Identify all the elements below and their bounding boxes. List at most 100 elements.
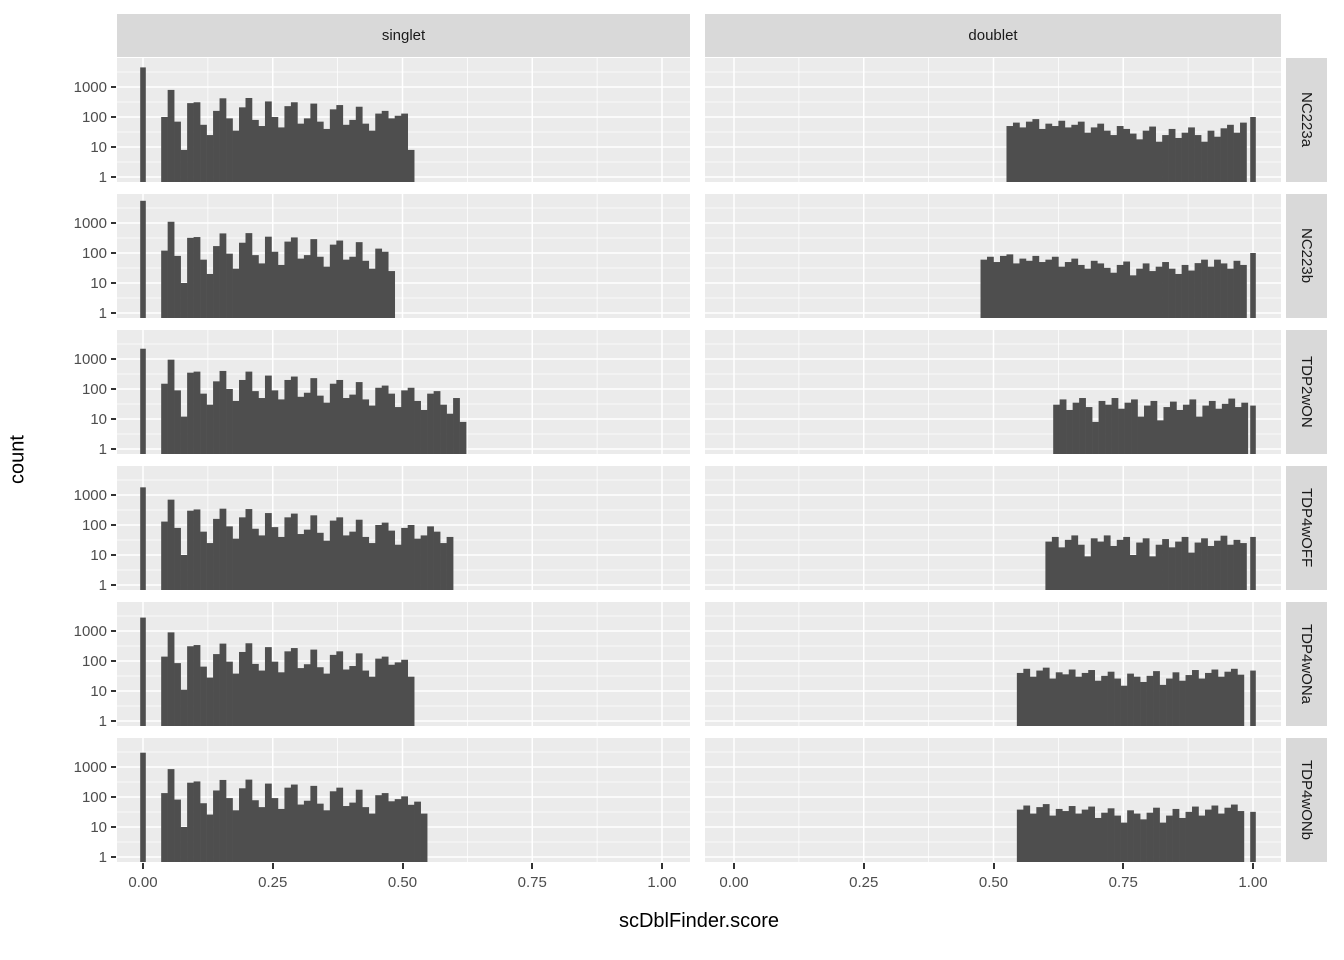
y-tick-mark [111, 584, 116, 586]
histogram-bar [355, 519, 363, 590]
histogram-bar [362, 123, 370, 182]
x-tick-mark [1252, 863, 1254, 869]
histogram-bar [381, 656, 389, 726]
histogram-bar [1107, 808, 1115, 862]
histogram-bar [1131, 399, 1138, 454]
x-tick-mark [142, 863, 144, 869]
histogram-bar [349, 802, 357, 862]
histogram-bar [1220, 263, 1228, 318]
histogram-bar [1129, 555, 1137, 590]
histogram-bar [290, 648, 298, 726]
histogram-bar [271, 661, 279, 726]
histogram-bar [1233, 539, 1241, 590]
histogram-bar [1110, 545, 1118, 590]
histogram-bar [290, 102, 298, 182]
histogram-bar [1204, 809, 1212, 862]
histogram-bar [1240, 122, 1247, 182]
histogram-bar [1217, 813, 1225, 862]
histogram-bar [174, 799, 181, 862]
row-facet-label: TDP4wOFF [1298, 488, 1315, 568]
histogram-bar [1064, 539, 1072, 590]
facet-panel-TDP4wOFF-doublet [705, 466, 1281, 590]
histogram-bar [362, 670, 370, 726]
histogram-bar [342, 669, 350, 726]
histogram-bar [375, 387, 383, 454]
histogram-bar [239, 651, 246, 726]
x-tick-mark [531, 863, 534, 869]
histogram-bar [303, 392, 311, 454]
histogram-bar [1032, 119, 1040, 182]
histogram-bar [303, 529, 311, 590]
row-facet-label: NC223a [1298, 92, 1315, 148]
histogram-bar [226, 389, 233, 454]
row-facet-label: TDP2wON [1298, 356, 1315, 428]
facet-panel-NC223b-singlet [117, 194, 690, 318]
y-tick-label: 10 [90, 546, 107, 564]
histogram-bar [1090, 260, 1098, 318]
histogram-bar [381, 793, 389, 862]
histogram-bar [1156, 420, 1164, 454]
histogram-bar [193, 509, 201, 590]
histogram-bar [1123, 261, 1131, 318]
histogram-bar [193, 781, 201, 862]
histogram-bar [264, 647, 272, 726]
histogram-bar [1142, 538, 1150, 590]
histogram-bar-zero-spike [140, 348, 146, 454]
histogram-bar [342, 259, 350, 318]
x-tick-mark [992, 863, 995, 869]
y-tick-label: 10 [90, 818, 107, 836]
histogram-bar [1198, 678, 1206, 726]
histogram-bar [232, 268, 240, 318]
histogram-bar [180, 555, 188, 590]
histogram-bar [349, 666, 357, 726]
histogram-bar [407, 804, 415, 862]
x-tick-label: 0.00 [719, 874, 749, 891]
facet-panel-TDP2wON-singlet [117, 330, 690, 454]
histogram-bar [407, 525, 415, 590]
histogram-bar [1217, 676, 1225, 726]
histogram-bar [1162, 539, 1169, 590]
histogram-bar [277, 127, 285, 182]
histogram-bar [1175, 273, 1182, 318]
histogram-bar [161, 250, 168, 318]
histogram-bar [174, 255, 181, 318]
histogram-bar [1155, 544, 1163, 590]
histogram-bar [381, 110, 389, 182]
histogram-bar [1118, 408, 1125, 454]
histogram-bar [226, 661, 233, 726]
histogram-bar [440, 543, 447, 590]
histogram-bar [1136, 139, 1144, 182]
histogram-bar [446, 536, 454, 590]
y-tick-label: 1000 [73, 78, 107, 96]
histogram-bar [1237, 674, 1245, 726]
histogram-bar [1071, 535, 1079, 590]
histogram-bar [174, 663, 181, 726]
histogram-bar [381, 251, 389, 318]
histogram-bar [1188, 552, 1195, 590]
histogram-bar [1172, 808, 1180, 862]
histogram-bar [1192, 670, 1199, 726]
histogram-bar [349, 531, 357, 590]
histogram-bar [1214, 259, 1221, 318]
row-facet-strip-NC223a: NC223a [1286, 58, 1327, 182]
histogram-bar [414, 400, 421, 454]
histogram-bar [1075, 676, 1083, 726]
histogram-bar [200, 393, 207, 454]
histogram-bar [1195, 416, 1203, 454]
row-facet-strip-TDP2wON: TDP2wON [1286, 330, 1327, 454]
histogram-bar [180, 283, 188, 318]
histogram-bar [1084, 132, 1092, 182]
histogram-bar [1227, 544, 1234, 590]
histogram-bar [1049, 678, 1057, 726]
y-tick-label: 1 [98, 168, 107, 186]
histogram-bar [1230, 804, 1238, 862]
y-tick-mark [111, 554, 116, 556]
histogram-bar [1202, 405, 1210, 454]
histogram-bar [232, 400, 240, 454]
histogram-bar [1058, 547, 1066, 590]
histogram-bar [1189, 399, 1197, 454]
histogram-bar [258, 126, 266, 182]
histogram-bar [180, 416, 188, 454]
histogram-bar [1025, 260, 1033, 318]
histogram-bar [1155, 141, 1163, 182]
